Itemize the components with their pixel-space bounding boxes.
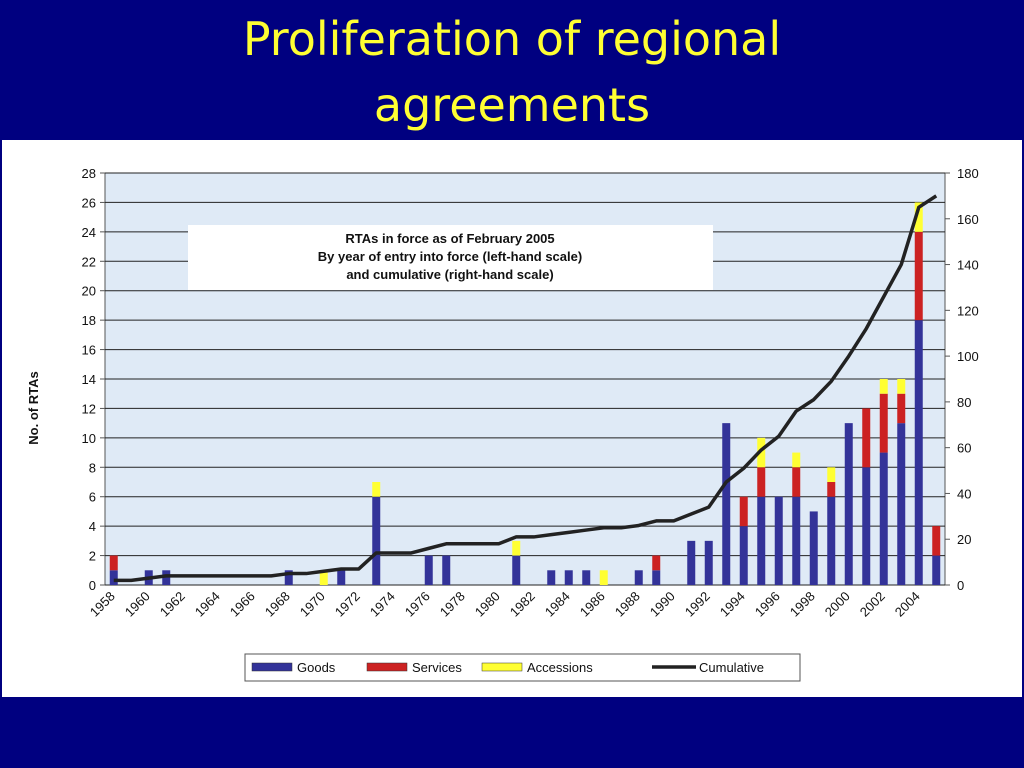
cumulative-line (113, 194, 938, 583)
y2-tick-label: 160 (957, 212, 979, 227)
y-tick-label: 26 (82, 195, 96, 210)
bar-segment (634, 570, 643, 585)
bar-segment (914, 231, 923, 321)
y2-tick-label: 140 (957, 258, 979, 273)
y-tick-label: 16 (82, 343, 96, 358)
bar-segment (512, 555, 521, 585)
bar-segment (757, 437, 766, 468)
bar-segment (512, 540, 521, 556)
bar-segment (652, 570, 661, 585)
bar-segment (879, 452, 888, 585)
bar-segment (844, 423, 853, 585)
bar-segment (739, 496, 748, 527)
y-tick-label: 20 (82, 284, 96, 299)
bar-segment (599, 570, 608, 585)
bar-segment (372, 482, 381, 497)
bar-segment (424, 555, 433, 585)
legend-swatch (481, 662, 523, 672)
bar-segment (792, 496, 801, 585)
y2-tick-label: 0 (957, 578, 964, 593)
legend-swatch (251, 662, 293, 672)
legend-box (244, 653, 801, 682)
bar-segment (914, 320, 923, 585)
bar-segment (722, 423, 731, 585)
y-tick-label: 12 (82, 401, 96, 416)
bar-segment (564, 570, 573, 585)
y2-tick-label: 60 (957, 441, 971, 456)
y-tick-label: 4 (89, 519, 96, 534)
y-tick-label: 22 (82, 254, 96, 269)
y-tick-label: 10 (82, 431, 96, 446)
bar-segment (547, 570, 556, 585)
y-tick-label: 2 (89, 549, 96, 564)
bar-segment (792, 452, 801, 468)
bar-segment (337, 570, 346, 585)
legend-label: Goods (297, 660, 336, 675)
bar-segment (862, 408, 871, 468)
legend-label: Accessions (527, 660, 593, 675)
bar-segment (739, 526, 748, 585)
bar-segment (319, 570, 328, 585)
y2-tick-label: 80 (957, 395, 971, 410)
y-axis-label: No. of RTAs (26, 371, 41, 444)
legend-swatch (366, 662, 408, 672)
y2-tick-label: 180 (957, 166, 979, 181)
bar-segment (862, 467, 871, 585)
bar-segment (932, 555, 941, 585)
y2-tick-label: 20 (957, 532, 971, 547)
y-tick-label: 24 (82, 225, 96, 240)
bar-segment (809, 511, 818, 585)
bar-segment (109, 570, 118, 585)
y-tick-label: 28 (82, 166, 96, 181)
bar-segment (897, 379, 906, 394)
bar-segment (879, 393, 888, 453)
legend-label: Services (412, 660, 462, 675)
bar-segment (704, 540, 713, 585)
y-tick-label: 0 (89, 578, 96, 593)
bar-segment (897, 423, 906, 585)
annotation-text: By year of entry into force (left-hand s… (318, 249, 582, 264)
bar-segment (932, 526, 941, 556)
bar-segment (897, 393, 906, 424)
bar-segment (687, 540, 696, 585)
bar-segment (792, 467, 801, 497)
annotation-box (188, 225, 713, 290)
bar-segment (774, 496, 783, 585)
annotation-text: and cumulative (right-hand scale) (346, 267, 553, 282)
y-tick-label: 14 (82, 372, 96, 387)
y-tick-label: 18 (82, 313, 96, 328)
y2-tick-label: 100 (957, 349, 979, 364)
bar-segment (914, 202, 923, 232)
bar-segment (372, 496, 381, 585)
annotation-text: RTAs in force as of February 2005 (345, 231, 554, 246)
bar-segment (757, 467, 766, 497)
bar-segment (162, 570, 171, 585)
bar-segment (879, 379, 888, 394)
y-tick-label: 6 (89, 490, 96, 505)
bar-segment (652, 555, 661, 571)
slide-title: Proliferation of regional agreements (242, 12, 782, 132)
bar-segment (109, 555, 118, 571)
y2-tick-label: 120 (957, 303, 979, 318)
legend-label: Cumulative (699, 660, 764, 675)
bar-segment (582, 570, 591, 585)
bar-segment (827, 496, 836, 585)
bar-segment (284, 570, 293, 585)
y-tick-label: 8 (89, 460, 96, 475)
bar-segment (757, 496, 766, 585)
bar-segment (442, 555, 451, 585)
bar-segment (827, 467, 836, 482)
bar-segment (827, 482, 836, 497)
y2-tick-label: 40 (957, 486, 971, 501)
